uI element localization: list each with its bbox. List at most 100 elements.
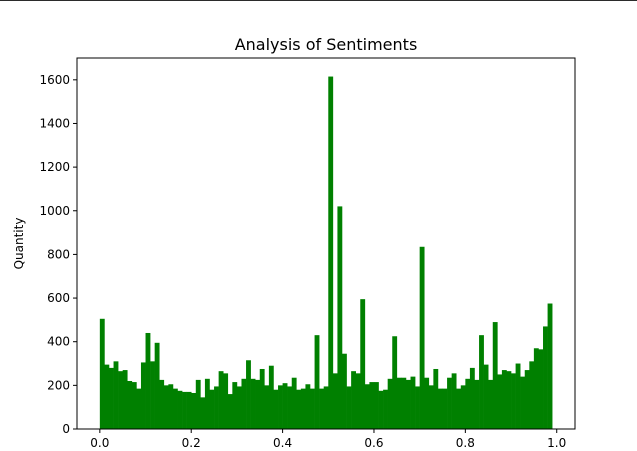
histogram-bar (259, 368, 265, 429)
histogram-bar (506, 371, 512, 429)
histogram-bar (355, 373, 361, 429)
histogram-bar (447, 377, 452, 429)
y-tick-label: 0 (62, 422, 70, 436)
y-tick-label: 1000 (39, 204, 70, 218)
histogram-bar (332, 373, 338, 429)
y-tick-label: 600 (47, 291, 70, 305)
histogram-bar (392, 336, 398, 429)
histogram-bar (113, 361, 119, 429)
histogram-bar (150, 361, 155, 429)
histogram-bar (214, 386, 219, 429)
histogram-bar (140, 362, 146, 429)
histogram-bar (401, 377, 407, 429)
histogram-bar (533, 348, 539, 429)
histogram-bar (232, 382, 238, 429)
histogram-bar (474, 379, 480, 429)
y-tick-label: 800 (47, 247, 70, 261)
histogram-bar (310, 388, 315, 429)
histogram-bar (328, 76, 334, 430)
y-axis-label: Quantity (12, 218, 26, 270)
histogram-bar (341, 353, 347, 429)
histogram-bar (419, 246, 425, 429)
x-tick-label: 0.6 (364, 436, 383, 450)
histogram-bar (241, 378, 247, 429)
histogram-bar (479, 335, 484, 429)
histogram-bar (383, 389, 388, 429)
histogram-bar (396, 377, 402, 429)
histogram-bar (145, 332, 151, 429)
histogram-bar (163, 385, 169, 429)
histogram-bar (410, 376, 416, 429)
histogram-bar (218, 371, 224, 429)
histogram-bar (182, 391, 187, 429)
x-tick-label: 0.4 (273, 436, 292, 450)
histogram-bar (460, 385, 466, 429)
histogram-bar (424, 377, 430, 429)
histogram-bar (204, 378, 210, 429)
histogram-bar (154, 342, 160, 429)
histogram-bar (278, 385, 283, 429)
histogram-bar (168, 384, 174, 429)
x-tick-label: 0.2 (182, 436, 201, 450)
histogram-bar (209, 389, 215, 429)
histogram-bar (172, 388, 178, 429)
histogram-bar (451, 373, 457, 429)
histogram-bar (255, 379, 261, 429)
histogram-bar (373, 382, 379, 429)
histogram-bar (264, 385, 270, 429)
histogram-bar (433, 368, 439, 429)
y-tick-label: 200 (47, 378, 70, 392)
histogram-bar (296, 389, 302, 429)
histogram-bar (223, 373, 229, 429)
y-tick-label: 1400 (39, 116, 70, 130)
x-tick-label: 0.8 (456, 436, 475, 450)
histogram-bar (99, 318, 105, 429)
histogram-bar (127, 380, 133, 429)
histogram-bar (501, 370, 507, 429)
histogram-bar (529, 361, 535, 429)
histogram-bar (483, 364, 489, 429)
histogram-bar (287, 386, 293, 429)
histogram-bar (291, 377, 297, 429)
histogram-bar (227, 394, 233, 429)
histogram-bar (405, 379, 411, 429)
histogram-bar (364, 384, 370, 429)
histogram-bar (442, 388, 448, 429)
histogram-bar (177, 390, 183, 429)
histogram-bars (99, 76, 553, 430)
histogram-bar (246, 360, 251, 429)
histogram-bar (428, 385, 434, 429)
histogram-bar (369, 382, 375, 429)
histogram-bar (351, 371, 356, 429)
histogram-bar (360, 299, 366, 429)
histogram-bar (520, 376, 526, 429)
histogram-bar (282, 383, 288, 429)
histogram-bar (236, 386, 242, 429)
histogram-bar (323, 386, 329, 429)
x-tick-label: 1.0 (547, 436, 566, 450)
histogram-bar (104, 364, 110, 429)
histogram-bar (387, 378, 393, 429)
histogram-bar (346, 386, 352, 429)
histogram-bar (195, 379, 201, 429)
histogram-bar (456, 388, 462, 429)
histogram-bar (465, 378, 471, 429)
histogram-bar (159, 379, 165, 429)
histogram-bar (122, 370, 128, 429)
histogram-bar (200, 397, 206, 429)
plot-area-frame (76, 57, 576, 430)
histogram-bar (415, 386, 420, 429)
histogram-bar (515, 363, 521, 429)
histogram-bar (437, 388, 443, 429)
histogram-bar (511, 373, 516, 429)
histogram-bar (524, 370, 530, 429)
histogram-bar (378, 390, 384, 429)
histogram-bar (492, 322, 498, 429)
histogram-bar (314, 335, 320, 429)
y-axis-ticks: 0 200 400 600 800 1000 1200 1400 1600 (39, 73, 77, 436)
y-tick-label: 400 (47, 335, 70, 349)
histogram-bar (108, 367, 114, 429)
histogram-bar (469, 367, 475, 429)
